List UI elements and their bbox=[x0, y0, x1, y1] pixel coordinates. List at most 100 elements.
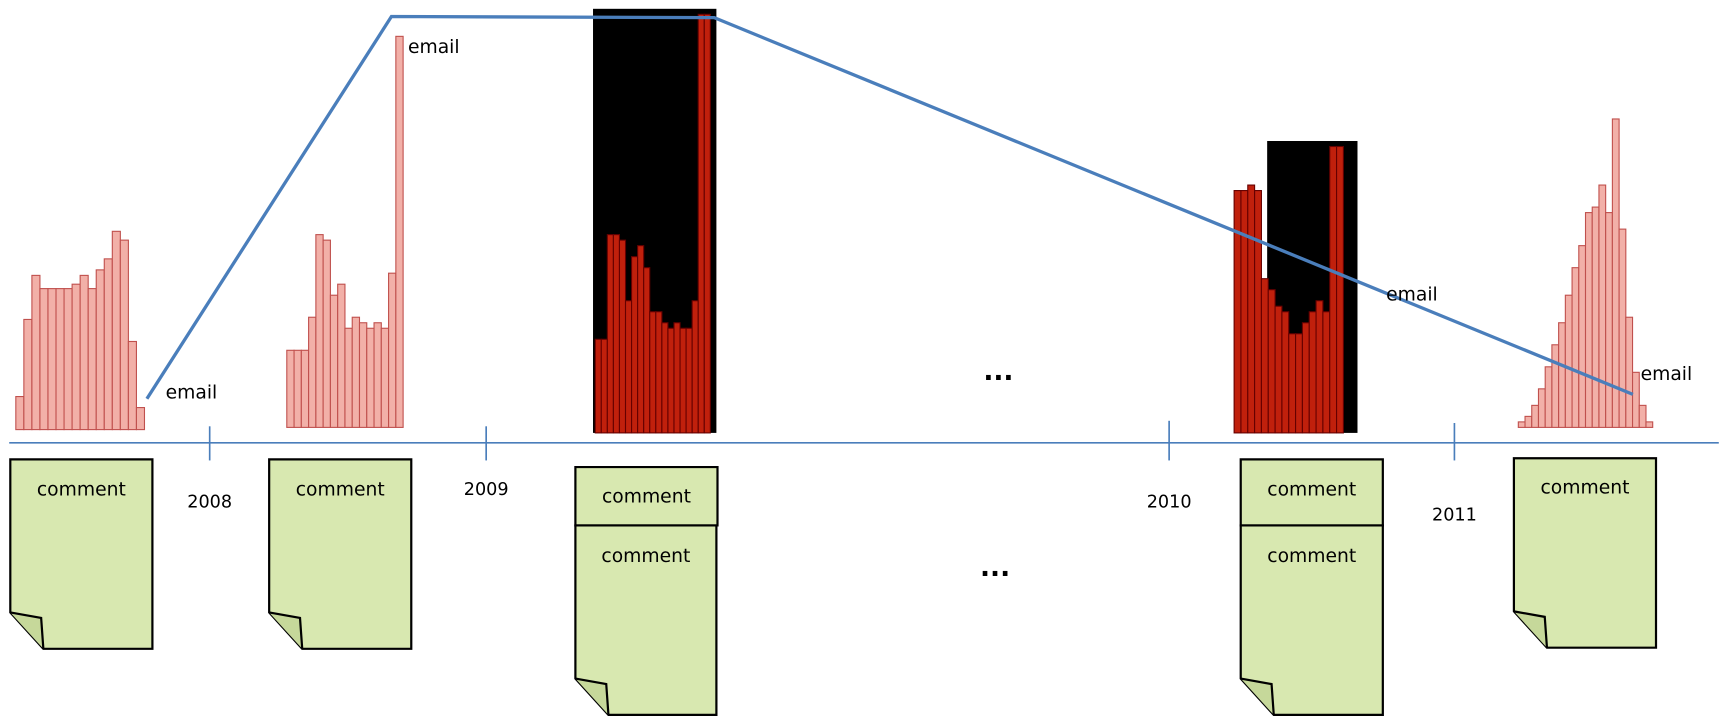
year-label: 2008 bbox=[187, 492, 232, 512]
histogram-bar bbox=[358, 322, 368, 428]
histogram-bar bbox=[55, 288, 65, 431]
histogram-bar bbox=[71, 283, 81, 431]
year-label: 2009 bbox=[464, 480, 509, 500]
histogram-bar bbox=[337, 283, 346, 428]
histogram-bar bbox=[380, 327, 390, 428]
histogram-bar bbox=[322, 239, 331, 428]
histogram-bar bbox=[1301, 322, 1310, 434]
histogram-bar bbox=[47, 288, 57, 431]
comment-label: comment bbox=[601, 546, 690, 567]
histogram-bar bbox=[1336, 145, 1344, 434]
comment-label: comment bbox=[1267, 480, 1356, 501]
histogram-bar bbox=[95, 269, 105, 431]
histogram-bar bbox=[1638, 404, 1647, 428]
year-label: 2011 bbox=[1432, 506, 1477, 526]
histogram-bar bbox=[1247, 184, 1256, 434]
histogram-bar bbox=[79, 274, 89, 431]
comment-note bbox=[574, 524, 718, 716]
histogram-bar bbox=[1645, 421, 1654, 428]
histogram-bar bbox=[1537, 388, 1546, 428]
histogram-bar bbox=[1544, 366, 1553, 428]
note-fold bbox=[1240, 677, 1275, 715]
email-label: email bbox=[166, 383, 218, 404]
histogram-bar bbox=[618, 239, 627, 434]
histogram-bar bbox=[1558, 322, 1566, 428]
histogram-bar bbox=[631, 256, 639, 434]
ellipsis: ... bbox=[983, 356, 1013, 387]
histogram-bar bbox=[395, 35, 404, 428]
histogram-bar bbox=[373, 322, 382, 428]
histogram-bar bbox=[135, 407, 146, 431]
histogram-bar bbox=[15, 396, 25, 431]
histogram-bar bbox=[637, 245, 645, 434]
histogram-bar bbox=[1315, 300, 1324, 434]
histogram-bar bbox=[1267, 289, 1276, 434]
email-line bbox=[145, 14, 1634, 400]
comment-note bbox=[268, 458, 413, 650]
histogram-bar bbox=[697, 13, 705, 434]
histogram-bar bbox=[600, 338, 608, 434]
histogram-bar bbox=[606, 234, 614, 434]
histogram-bar bbox=[679, 327, 687, 434]
histogram-bar bbox=[87, 288, 97, 431]
histogram-bar bbox=[1274, 305, 1283, 434]
histogram-bar bbox=[1598, 184, 1607, 428]
note-fold bbox=[1513, 610, 1549, 648]
histogram-bar bbox=[1564, 294, 1573, 428]
histogram-bar bbox=[594, 338, 602, 434]
histogram-bar bbox=[1288, 333, 1297, 434]
histogram-bar bbox=[119, 239, 129, 431]
histogram-bar bbox=[286, 349, 295, 428]
histogram-bar bbox=[315, 234, 324, 428]
histogram-bar bbox=[691, 300, 699, 434]
histogram-bar bbox=[1618, 228, 1627, 428]
histogram-bar bbox=[1295, 333, 1303, 434]
ellipsis: ... bbox=[980, 552, 1010, 583]
comment-label: comment bbox=[602, 486, 691, 507]
histogram-bar bbox=[1322, 311, 1331, 434]
note-fold bbox=[575, 677, 610, 715]
histogram-bar bbox=[111, 230, 121, 431]
histogram-bar bbox=[649, 311, 657, 434]
comment-label: comment bbox=[37, 480, 126, 501]
histogram-bar bbox=[655, 311, 663, 434]
histogram-bar bbox=[23, 318, 33, 431]
histogram-bar bbox=[1571, 267, 1580, 428]
histogram-bar bbox=[703, 13, 711, 434]
histogram-bar bbox=[1254, 190, 1262, 434]
comment-label: comment bbox=[1540, 477, 1629, 498]
email-label: email bbox=[408, 37, 460, 58]
comment-label: comment bbox=[296, 480, 385, 501]
histogram-bar bbox=[1578, 245, 1587, 428]
histogram-bar bbox=[1551, 344, 1560, 428]
histogram-bar bbox=[1605, 212, 1613, 428]
histogram-bar bbox=[1260, 278, 1269, 434]
histograms bbox=[15, 8, 1654, 434]
histogram-bar bbox=[685, 327, 693, 434]
histogram-bar bbox=[329, 294, 339, 428]
histogram-bar bbox=[1591, 206, 1600, 428]
comment-note bbox=[1512, 457, 1658, 649]
histogram-bar bbox=[1584, 212, 1593, 428]
histogram-bar bbox=[39, 288, 49, 431]
histogram-bar bbox=[103, 258, 113, 431]
timeline-ticks bbox=[208, 420, 1456, 461]
histogram-bar bbox=[388, 272, 397, 428]
histogram-bar bbox=[1611, 118, 1620, 428]
comment-note bbox=[1239, 524, 1384, 716]
comment-label: comment bbox=[1267, 546, 1356, 567]
histogram-bar bbox=[1329, 145, 1338, 434]
histogram-bar bbox=[1281, 311, 1290, 434]
histogram-bar bbox=[1531, 404, 1540, 428]
histogram-bar bbox=[661, 322, 669, 434]
histogram-bar bbox=[1524, 415, 1533, 428]
year-label: 2010 bbox=[1147, 492, 1192, 512]
histogram-bar bbox=[63, 288, 73, 431]
histogram-bar bbox=[1233, 190, 1242, 434]
histogram-bar bbox=[624, 300, 633, 434]
histogram-bar bbox=[643, 267, 651, 434]
email-label: email bbox=[1386, 285, 1438, 306]
comment-note bbox=[9, 458, 154, 650]
histogram-bar bbox=[612, 234, 621, 434]
